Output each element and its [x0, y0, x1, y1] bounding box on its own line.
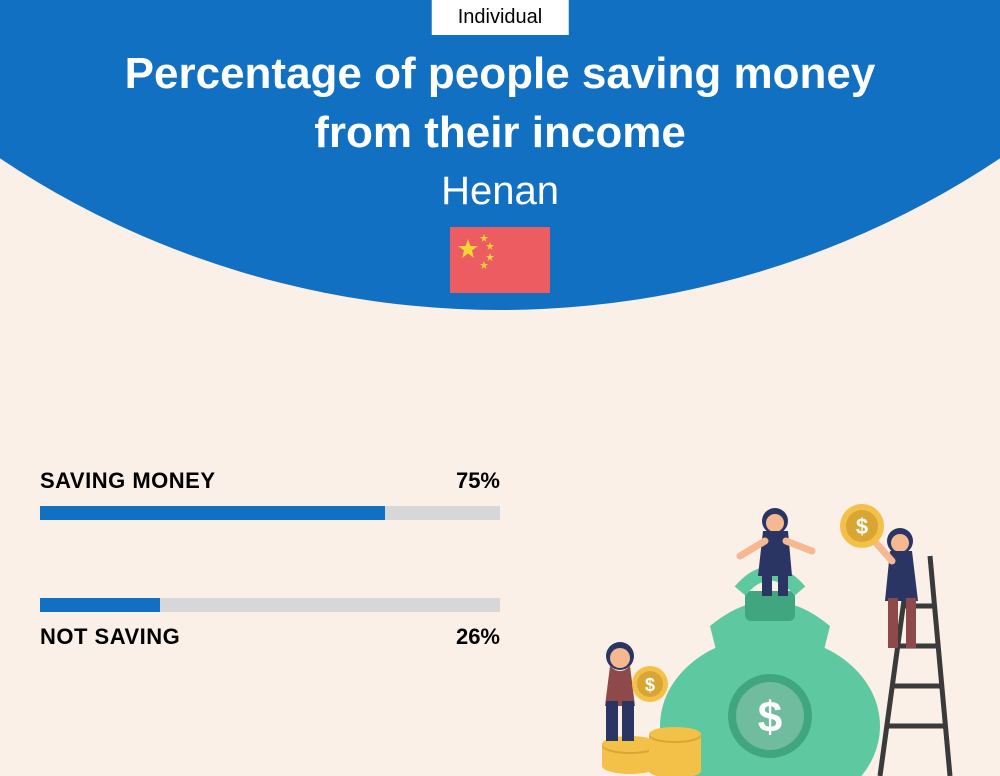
- main-title-line1: Percentage of people saving money: [0, 44, 1000, 103]
- savings-illustration: $ $ $: [570, 426, 970, 776]
- bar-label: SAVING MONEY: [40, 468, 216, 493]
- bar-label: NOT SAVING: [40, 624, 180, 650]
- main-title-line2: from their income: [0, 103, 1000, 162]
- bar-track: [40, 598, 500, 612]
- svg-text:$: $: [645, 675, 655, 695]
- bar-not-saving: NOT SAVING 26%: [40, 598, 500, 650]
- tab-individual: Individual: [432, 0, 569, 35]
- bars-container: SAVING MONEY 75% NOT SAVING 26%: [40, 468, 500, 650]
- bar-value: 75%: [456, 468, 500, 494]
- region-name: Henan: [0, 169, 1000, 214]
- bar-saving-money: SAVING MONEY 75%: [40, 468, 500, 520]
- bar-value: 26%: [456, 624, 500, 650]
- bar-track: [40, 506, 500, 520]
- china-flag: [450, 227, 550, 293]
- title-block: Percentage of people saving money from t…: [0, 44, 1000, 214]
- svg-text:$: $: [758, 693, 782, 742]
- bar-fill: [40, 598, 160, 612]
- bar-fill: [40, 506, 385, 520]
- svg-text:$: $: [856, 514, 868, 539]
